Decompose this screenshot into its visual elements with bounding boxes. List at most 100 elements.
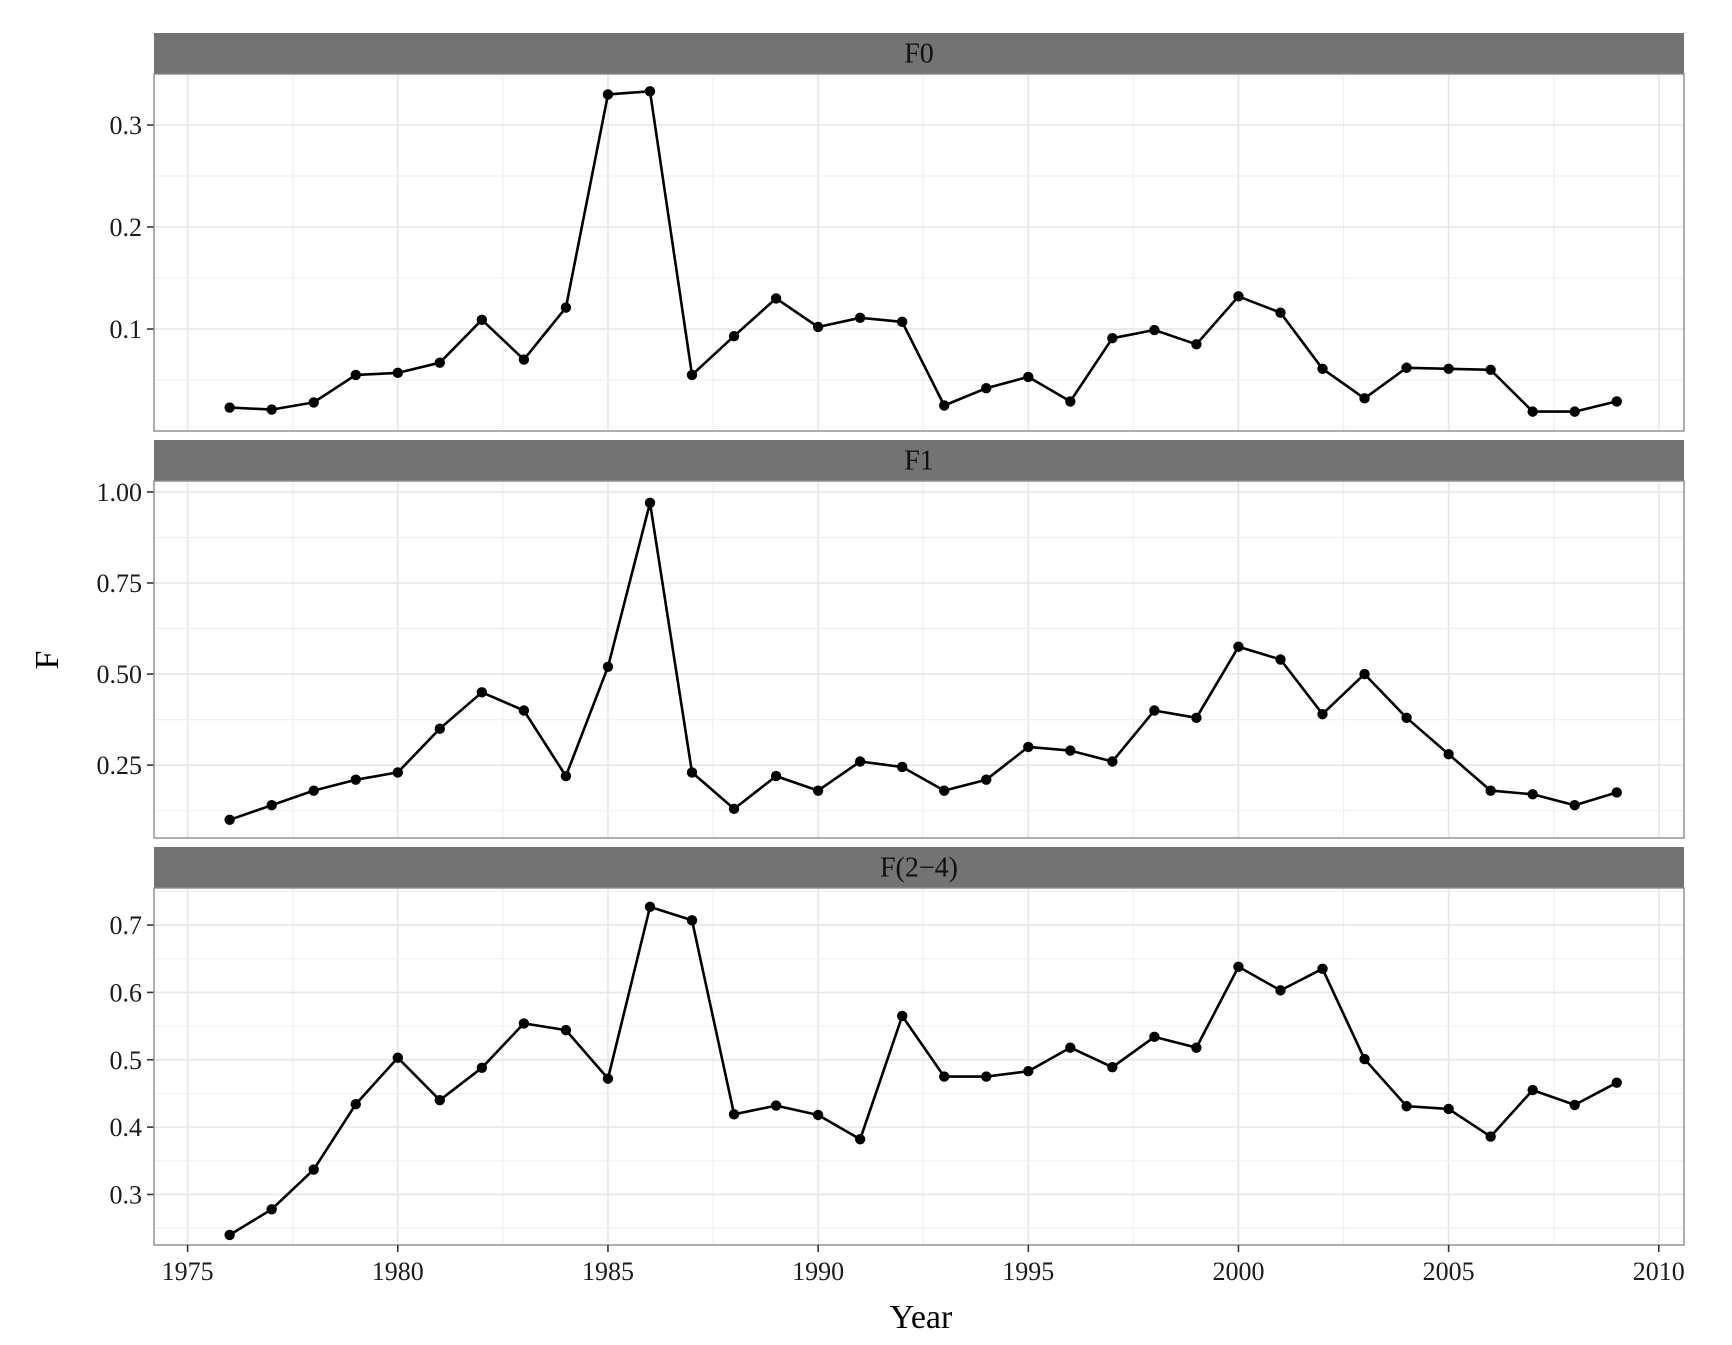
- panel-f1-point-1976: [224, 814, 235, 825]
- panel-f0-point-1999: [1191, 339, 1202, 350]
- panel-f1-point-2005: [1443, 749, 1454, 760]
- panel-f0-plot-background: [154, 74, 1684, 431]
- panel-f1-point-2002: [1317, 708, 1328, 720]
- panel-f-2-4-point-1982: [476, 1062, 488, 1074]
- panel-f-2-4-point-1977: [266, 1204, 277, 1215]
- panel-f0: F0 0.1 0.2 0.3: [110, 33, 1685, 432]
- panel-f-2-4-point-1983: [518, 1018, 530, 1029]
- panel-f1-point-2004: [1401, 712, 1412, 723]
- panel-f0-point-1995: [1023, 371, 1034, 383]
- panel-f1-point-1982: [476, 687, 488, 698]
- panel-f1-point-1987: [686, 767, 698, 778]
- panel-f-2-4-point-1992: [896, 1010, 908, 1022]
- panel-f0-strip: [154, 33, 1684, 74]
- panel-f-2-4: F(2−4) 0.3 0.4 0.5 0.6 0.7: [110, 847, 1685, 1246]
- panel-f-2-4-frame: [153, 887, 1685, 1246]
- panel-f0-point-1991: [854, 312, 866, 323]
- x-tick-label-1980: 1980: [372, 1257, 424, 1286]
- x-tick-label-1990: 1990: [792, 1257, 844, 1286]
- panel-f1-point-2003: [1359, 668, 1370, 680]
- panel-f-2-4-point-1990: [812, 1109, 824, 1121]
- panel-f1-point-1986: [644, 497, 656, 509]
- panel-f1-point-1992: [896, 761, 908, 773]
- panel-f-2-4-y-tick-label: 0.5: [110, 1046, 143, 1075]
- panel-f-2-4-plot-background: [154, 888, 1684, 1245]
- panel-f-2-4-series-line: [229, 905, 1618, 1237]
- panel-f0-point-1984: [560, 302, 572, 313]
- panel-f0-point-1978: [308, 397, 319, 408]
- panel-f-2-4-point-1985: [602, 1073, 614, 1084]
- x-tick-label-2000: 2000: [1212, 1257, 1264, 1286]
- panel-f0-point-1979: [350, 369, 361, 381]
- panel-f-2-4-point-1980: [392, 1052, 403, 1063]
- panel-f0-point-2000: [1233, 291, 1244, 302]
- panel-f1-point-1993: [939, 785, 950, 796]
- panel-f1-point-1978: [308, 785, 319, 796]
- panel-f-2-4-strip-label: F(2−4): [880, 853, 958, 884]
- panel-f0-frame: [153, 73, 1685, 432]
- panel-f1-point-1985: [602, 661, 614, 672]
- panel-f-2-4-point-1998: [1149, 1031, 1160, 1043]
- panel-f1-point-2008: [1569, 800, 1580, 811]
- panel-f-2-4-y-tick-label: 0.4: [110, 1113, 143, 1142]
- panel-f1-point-1990: [812, 785, 824, 796]
- panel-f1-strip: [154, 440, 1684, 481]
- panel-f0-point-2002: [1317, 363, 1328, 374]
- panel-f0-point-1987: [686, 369, 698, 381]
- panel-f-2-4-y-tick-label: 0.6: [110, 978, 143, 1007]
- panel-f-2-4-point-2003: [1359, 1053, 1370, 1065]
- panel-f0-point-2004: [1401, 362, 1412, 373]
- panel-f1-y-tick-label: 0.25: [97, 751, 143, 780]
- panel-f-2-4-point-2007: [1527, 1084, 1538, 1096]
- panel-f0-point-1976: [224, 402, 235, 413]
- panel-f0-y-tick-label: 0.2: [110, 213, 143, 242]
- panel-f-2-4-point-1997: [1107, 1061, 1118, 1073]
- panel-f0-point-1989: [770, 293, 782, 304]
- panel-f0-point-1981: [434, 357, 446, 368]
- panel-f-2-4-y-tick-label: 0.3: [110, 1180, 143, 1209]
- panel-f-2-4-point-1981: [434, 1094, 446, 1106]
- panel-f1-point-1984: [560, 770, 572, 782]
- panel-f1-point-1983: [518, 705, 530, 716]
- panel-f1-point-1995: [1023, 741, 1034, 753]
- panel-f1-strip-label: F1: [904, 446, 934, 477]
- panel-f-2-4-point-1996: [1065, 1042, 1076, 1053]
- panel-f0-point-2008: [1569, 406, 1580, 417]
- panel-f0-point-1986: [644, 86, 656, 97]
- panel-f-2-4-point-1989: [770, 1100, 782, 1111]
- panel-f-2-4-point-2009: [1611, 1077, 1622, 1088]
- panel-f-2-4-point-1986: [644, 901, 656, 913]
- panel-f-2-4-point-1999: [1191, 1042, 1202, 1053]
- panel-f0-point-1983: [518, 354, 530, 365]
- panel-f-2-4-strip: [154, 847, 1684, 888]
- panel-f1-point-1996: [1065, 745, 1076, 756]
- panel-f0-point-2005: [1443, 363, 1454, 374]
- panel-f0-y-tick-label: 0.3: [110, 111, 143, 140]
- panel-f-2-4-point-1991: [854, 1134, 866, 1145]
- panel-f-2-4-point-2000: [1233, 961, 1244, 973]
- panel-f0-point-1998: [1149, 324, 1160, 336]
- panel-f0-point-1988: [728, 330, 740, 342]
- panel-f1-y-tick-label: 0.50: [97, 660, 143, 689]
- panel-f1-point-2009: [1611, 787, 1622, 798]
- panel-f1-point-1981: [434, 723, 446, 734]
- panel-f1: F1 0.25 0.50 0.75 1.00: [97, 440, 1685, 839]
- panel-f-2-4-point-2004: [1401, 1101, 1412, 1112]
- panels-layer: F0 0.1 0.2 0.3 F1 0.25 0.50 0.75 1.00 F(2−4) 0.3 0.…: [97, 33, 1685, 1246]
- panel-f1-point-2001: [1275, 654, 1286, 665]
- panel-f0-point-2003: [1359, 393, 1370, 404]
- panel-f0-point-1977: [266, 404, 277, 415]
- panel-f1-point-1997: [1107, 756, 1118, 767]
- panel-f0-y-tick-label: 0.1: [110, 315, 143, 344]
- panel-f-2-4-point-2002: [1317, 963, 1328, 975]
- panel-f-2-4-point-2008: [1569, 1099, 1580, 1111]
- panel-f0-point-1980: [392, 367, 403, 379]
- panel-f1-point-1998: [1149, 705, 1160, 716]
- panel-f1-series-line: [229, 501, 1618, 822]
- panel-f1-point-1994: [981, 774, 992, 785]
- panel-f-2-4-y-tick-label: 0.7: [110, 911, 143, 940]
- panel-f-2-4-point-2005: [1443, 1103, 1454, 1115]
- x-axis-title: Year: [890, 1299, 953, 1336]
- panel-f1-y-tick-label: 0.75: [97, 569, 143, 598]
- panel-f1-point-1988: [728, 803, 740, 815]
